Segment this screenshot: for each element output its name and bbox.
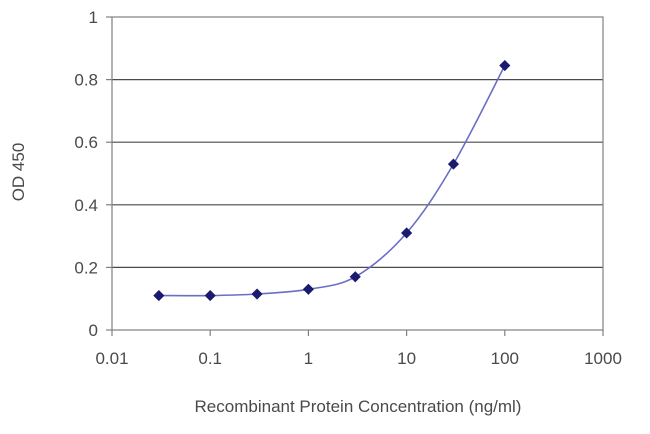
x-tick-label: 0.01 — [95, 349, 128, 368]
y-tick-label: 0 — [89, 321, 98, 340]
data-point-5 — [401, 227, 413, 239]
x-tick-label: 100 — [491, 349, 519, 368]
data-point-7 — [499, 59, 511, 72]
x-axis-title: Recombinant Protein Concentration (ng/ml… — [195, 397, 522, 416]
y-tick-label: 1 — [89, 8, 98, 27]
y-tick-label: 0.2 — [74, 258, 98, 277]
series-line-0 — [158, 65, 506, 297]
x-tick-label: 1000 — [584, 349, 622, 368]
y-tick-label: 0.8 — [74, 71, 98, 90]
data-point-0 — [153, 290, 165, 302]
data-point-6 — [447, 158, 460, 170]
plot-frame — [111, 16, 604, 331]
y-axis-title: OD 450 — [9, 143, 28, 202]
data-points — [153, 59, 511, 302]
x-tick-label: 10 — [397, 349, 416, 368]
data-point-1 — [204, 290, 216, 302]
axis-ticks — [106, 16, 604, 336]
tick-labels: 0 0.2 0.4 0.6 0.8 1 0.01 0.1 1 10 100 1000 — [74, 8, 622, 368]
x-tick-label: 1 — [304, 349, 313, 368]
gridlines — [112, 78, 603, 268]
x-tick-label: 0.1 — [198, 349, 222, 368]
data-point-3 — [302, 283, 314, 295]
y-tick-label: 0.4 — [74, 196, 98, 215]
data-point-2 — [251, 288, 263, 300]
series-line — [158, 65, 506, 297]
y-tick-label: 0.6 — [74, 133, 98, 152]
data-point-4 — [349, 271, 361, 283]
